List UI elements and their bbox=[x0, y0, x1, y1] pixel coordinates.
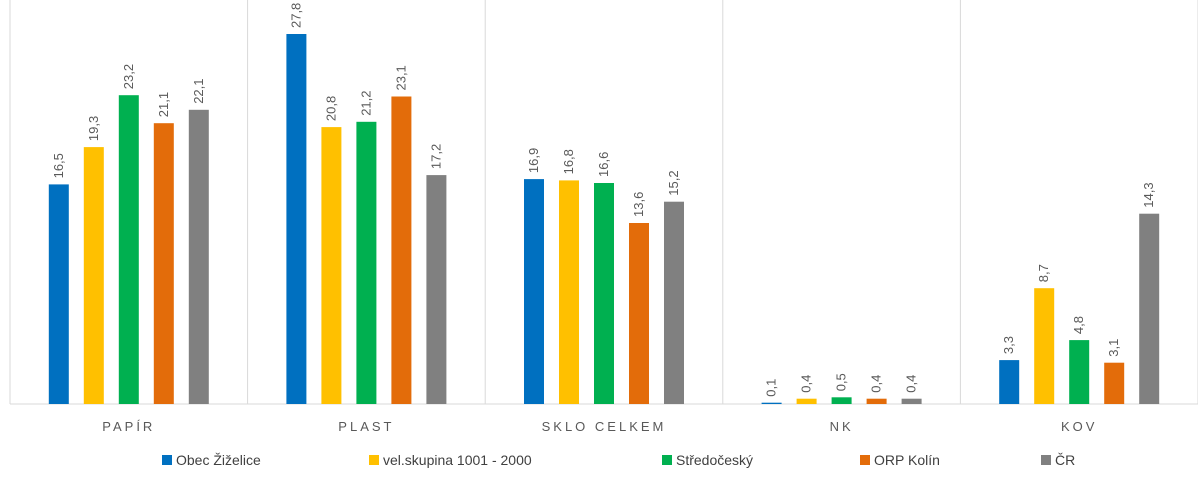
data-label: 21,2 bbox=[358, 90, 373, 115]
data-label: 16,8 bbox=[561, 149, 576, 174]
legend-label: vel.skupina 1001 - 2000 bbox=[383, 452, 532, 468]
bar bbox=[286, 34, 307, 404]
legend-item: Obec Žiželice bbox=[162, 450, 261, 470]
bar bbox=[524, 179, 544, 404]
category-label: SKLO CELKEM bbox=[542, 419, 667, 434]
legend-swatch bbox=[860, 455, 870, 465]
category-labels-group: PAPÍR PLAST SKLO CELKEM NK KOV bbox=[102, 419, 1097, 434]
category-label: NK bbox=[830, 419, 854, 434]
legend-swatch bbox=[369, 455, 379, 465]
bar bbox=[664, 201, 684, 404]
bar bbox=[866, 398, 887, 404]
bar bbox=[761, 402, 782, 404]
bar bbox=[1104, 362, 1125, 404]
bar bbox=[559, 180, 579, 404]
bar bbox=[153, 123, 174, 404]
bar bbox=[629, 223, 649, 404]
bar bbox=[426, 175, 447, 404]
legend-label: Středočeský bbox=[676, 452, 754, 468]
bar bbox=[831, 397, 852, 404]
legend-item: Středočeský bbox=[662, 450, 753, 470]
legend-item: vel.skupina 1001 - 2000 bbox=[369, 450, 532, 470]
data-label: 20,8 bbox=[323, 96, 338, 121]
data-labels-group: 16,5 19,3 23,2 21,1 22,1 27,8 20,8 21,2 23,1 17,2… bbox=[51, 3, 1156, 397]
category-separators bbox=[9, 0, 1198, 404]
data-label: 21,1 bbox=[156, 92, 171, 117]
bar bbox=[1069, 340, 1090, 404]
legend-swatch bbox=[162, 455, 172, 465]
category-label: PLAST bbox=[338, 419, 394, 434]
data-label: 13,6 bbox=[631, 192, 646, 217]
legend-label: ORP Kolín bbox=[874, 452, 940, 468]
bars-group bbox=[48, 34, 1160, 405]
data-label: 16,5 bbox=[51, 153, 66, 178]
bar bbox=[48, 184, 69, 404]
data-label: 4,8 bbox=[1071, 316, 1086, 334]
data-label: 17,2 bbox=[428, 144, 443, 169]
data-label: 8,7 bbox=[1036, 264, 1051, 282]
bar bbox=[1034, 288, 1055, 404]
legend-item: ČR bbox=[1041, 450, 1075, 470]
data-label: 14,3 bbox=[1141, 182, 1156, 207]
bar bbox=[999, 360, 1020, 404]
data-label: 0,1 bbox=[764, 379, 779, 397]
data-label: 0,5 bbox=[834, 373, 849, 391]
data-label: 16,9 bbox=[526, 148, 541, 173]
bar bbox=[321, 127, 342, 404]
data-label: 3,1 bbox=[1106, 339, 1121, 357]
bar bbox=[356, 121, 377, 405]
data-label: 16,6 bbox=[596, 152, 611, 177]
data-label: 22,1 bbox=[191, 78, 206, 103]
data-label: 0,4 bbox=[904, 375, 919, 393]
legend-swatch bbox=[1041, 455, 1051, 465]
chart-legend: Obec Žiželice vel.skupina 1001 - 2000 Stře… bbox=[0, 450, 1198, 472]
bar bbox=[796, 398, 817, 404]
data-label: 23,2 bbox=[121, 64, 136, 89]
bar bbox=[83, 147, 104, 404]
bar bbox=[188, 109, 209, 405]
bar bbox=[594, 183, 614, 404]
data-label: 27,8 bbox=[288, 3, 303, 28]
data-label: 19,3 bbox=[86, 116, 101, 141]
legend-label: ČR bbox=[1055, 452, 1076, 468]
data-label: 15,2 bbox=[666, 170, 681, 195]
data-label: 0,4 bbox=[869, 375, 884, 393]
bar bbox=[391, 96, 412, 404]
legend-label: Obec Žiželice bbox=[176, 452, 261, 468]
data-label: 0,4 bbox=[799, 375, 814, 393]
category-label: KOV bbox=[1061, 419, 1097, 434]
legend-swatch bbox=[662, 455, 672, 465]
bar bbox=[1139, 213, 1160, 404]
bar bbox=[118, 95, 139, 404]
category-label: PAPÍR bbox=[102, 419, 155, 434]
bar bbox=[901, 398, 922, 404]
legend-item: ORP Kolín bbox=[860, 450, 940, 470]
data-label: 23,1 bbox=[393, 65, 408, 90]
data-label: 3,3 bbox=[1001, 336, 1016, 354]
